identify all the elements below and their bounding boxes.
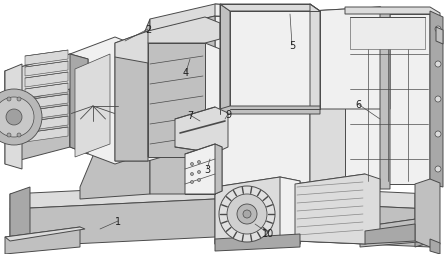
Polygon shape	[430, 239, 440, 254]
Polygon shape	[215, 177, 300, 247]
Circle shape	[17, 133, 21, 137]
Circle shape	[0, 90, 42, 146]
Polygon shape	[5, 227, 80, 254]
Circle shape	[243, 210, 251, 218]
Circle shape	[190, 163, 194, 166]
Polygon shape	[215, 177, 280, 247]
Polygon shape	[345, 8, 440, 22]
Circle shape	[435, 27, 441, 33]
Polygon shape	[25, 62, 68, 77]
Polygon shape	[430, 12, 443, 187]
Polygon shape	[25, 84, 68, 99]
Polygon shape	[148, 18, 220, 44]
Polygon shape	[220, 5, 320, 12]
Circle shape	[435, 97, 441, 103]
Polygon shape	[25, 95, 68, 109]
Circle shape	[7, 133, 11, 137]
Polygon shape	[310, 8, 390, 109]
Polygon shape	[436, 28, 443, 45]
Polygon shape	[25, 106, 68, 121]
Polygon shape	[10, 187, 30, 247]
Polygon shape	[80, 20, 150, 199]
Polygon shape	[115, 58, 162, 161]
Polygon shape	[215, 17, 310, 194]
Polygon shape	[430, 15, 440, 184]
Polygon shape	[70, 38, 130, 164]
Circle shape	[198, 171, 201, 174]
Polygon shape	[365, 224, 415, 244]
Polygon shape	[295, 174, 380, 244]
Circle shape	[0, 98, 34, 137]
Polygon shape	[380, 8, 390, 189]
Circle shape	[198, 161, 201, 164]
Polygon shape	[5, 227, 85, 241]
Polygon shape	[70, 55, 88, 154]
Circle shape	[190, 181, 194, 184]
Text: 5: 5	[289, 41, 295, 51]
Circle shape	[435, 62, 441, 68]
Text: 4: 4	[183, 68, 189, 78]
Polygon shape	[25, 73, 68, 88]
Polygon shape	[360, 217, 435, 231]
Polygon shape	[220, 107, 320, 115]
Polygon shape	[345, 15, 430, 184]
Polygon shape	[148, 44, 220, 157]
Polygon shape	[5, 65, 22, 169]
Polygon shape	[115, 32, 162, 64]
Polygon shape	[5, 55, 70, 164]
Circle shape	[219, 186, 275, 242]
Circle shape	[198, 179, 201, 182]
Polygon shape	[5, 55, 88, 105]
Text: 6: 6	[355, 100, 361, 109]
Polygon shape	[310, 8, 380, 194]
Polygon shape	[185, 145, 215, 194]
Polygon shape	[185, 145, 222, 194]
Polygon shape	[115, 32, 148, 161]
Circle shape	[17, 98, 21, 102]
Polygon shape	[175, 108, 228, 153]
Circle shape	[190, 173, 194, 176]
Polygon shape	[25, 51, 68, 66]
Polygon shape	[150, 5, 260, 32]
Polygon shape	[75, 55, 110, 157]
Text: 10: 10	[262, 228, 274, 238]
Polygon shape	[10, 199, 430, 247]
Circle shape	[237, 204, 257, 224]
Polygon shape	[215, 145, 222, 194]
Polygon shape	[350, 18, 425, 50]
Circle shape	[7, 98, 11, 102]
Text: 1: 1	[115, 216, 121, 226]
Polygon shape	[10, 184, 430, 209]
Text: 3: 3	[204, 164, 210, 174]
Polygon shape	[25, 128, 68, 142]
Polygon shape	[310, 5, 320, 109]
Circle shape	[227, 194, 267, 234]
Polygon shape	[215, 234, 300, 251]
Polygon shape	[415, 179, 440, 247]
Polygon shape	[150, 17, 215, 194]
Polygon shape	[230, 12, 320, 109]
Polygon shape	[148, 32, 205, 157]
Circle shape	[6, 109, 22, 125]
Polygon shape	[215, 5, 310, 22]
Polygon shape	[25, 117, 68, 132]
Polygon shape	[295, 174, 365, 244]
Text: 9: 9	[225, 109, 231, 120]
Polygon shape	[415, 187, 435, 247]
Polygon shape	[220, 5, 230, 115]
Circle shape	[435, 132, 441, 137]
Text: 7: 7	[187, 110, 193, 121]
Polygon shape	[360, 217, 430, 247]
Circle shape	[435, 166, 441, 172]
Text: 2: 2	[145, 25, 151, 35]
Polygon shape	[280, 177, 300, 247]
